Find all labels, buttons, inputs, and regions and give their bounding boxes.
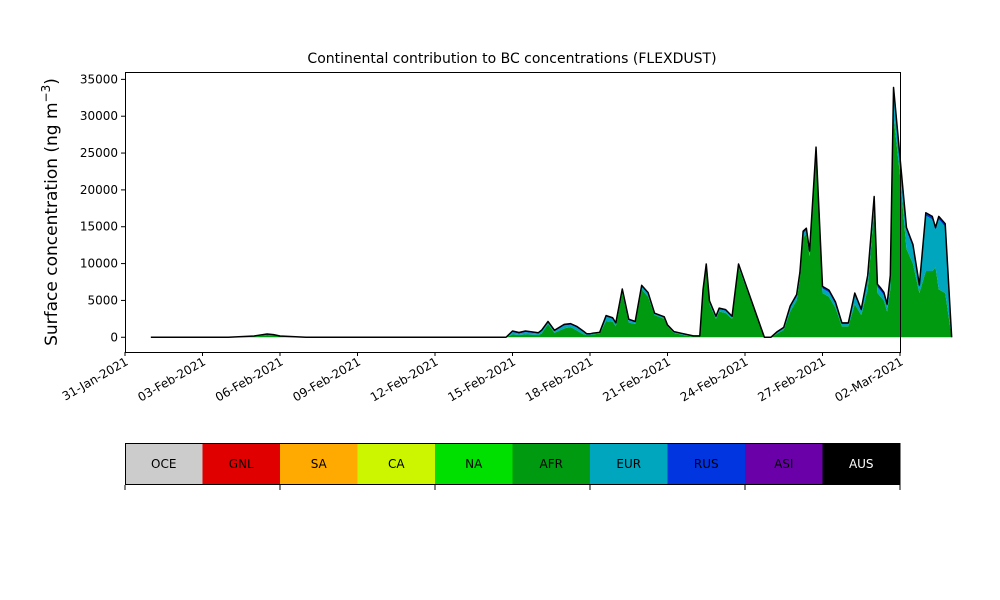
x-tick-label: 03-Feb-2021 (135, 354, 208, 404)
y-tick-label: 20000 (80, 183, 118, 197)
y-tick-label: 10000 (80, 257, 118, 271)
x-tick-label: 06-Feb-2021 (213, 354, 286, 404)
plot-series (150, 86, 953, 339)
legend-swatch-afr (512, 443, 591, 485)
y-tick-label: 5000 (87, 293, 118, 307)
x-tick-label: 12-Feb-2021 (368, 354, 441, 404)
x-tick-label: 21-Feb-2021 (600, 354, 673, 404)
legend-label-sa: SA (311, 457, 328, 471)
legend-label-rus: RUS (694, 457, 719, 471)
legend: OCE GNL SA CA NA AFR EUR RUS ASI AUS (124, 443, 901, 490)
legend-label-asi: ASI (774, 457, 793, 471)
legend-swatch-sa (280, 443, 358, 485)
legend-swatch-ca (357, 443, 436, 485)
x-tick-label: 24-Feb-2021 (678, 354, 751, 404)
x-tick-label: 27-Feb-2021 (755, 354, 828, 404)
x-tick-label: 02-Mar-2021 (832, 354, 905, 404)
x-tick-label: 15-Feb-2021 (445, 354, 518, 404)
y-tick-label: 35000 (80, 72, 118, 86)
legend-label-ca: CA (388, 457, 405, 471)
y-axis-label-text: Surface concentration (ng m (42, 102, 62, 345)
legend-swatch-aus (822, 443, 901, 485)
area-eur (150, 90, 952, 338)
y-tick-label: 0 (110, 330, 118, 344)
y-tick-label: 15000 (80, 220, 118, 234)
area-afr (150, 116, 952, 338)
legend-label-afr: AFR (540, 457, 563, 471)
legend-label-oce: OCE (151, 457, 176, 471)
x-tick-label: 18-Feb-2021 (523, 354, 596, 404)
legend-label-na: NA (465, 457, 483, 471)
x-axis: 31-Jan-2021 03-Feb-2021 06-Feb-2021 09-Feb-… (60, 352, 906, 405)
line-aus (150, 86, 953, 339)
x-tick-label: 31-Jan-2021 (60, 354, 131, 403)
legend-swatch-oce (125, 443, 203, 485)
legend-label-gnl: GNL (229, 457, 254, 471)
y-tick-label: 25000 (80, 146, 118, 160)
y-tick-label: 30000 (80, 109, 118, 123)
y-axis-label: Surface concentration (ng m−3) (39, 78, 62, 346)
x-tick-label: 09-Feb-2021 (290, 354, 363, 404)
y-axis-label-suffix: ) (42, 78, 62, 85)
legend-swatch-na (435, 443, 513, 485)
y-axis: 0 5000 10000 15000 20000 25000 30000 35000 (80, 72, 125, 344)
legend-label-aus: AUS (849, 457, 874, 471)
chart-title: Continental contribution to BC concentra… (307, 51, 716, 67)
legend-swatch-eur (590, 443, 668, 485)
y-axis-label-exponent: −3 (39, 85, 53, 103)
legend-swatch-gnl (202, 443, 281, 485)
legend-label-eur: EUR (616, 457, 641, 471)
legend-swatch-asi (745, 443, 823, 485)
legend-frame (125, 443, 900, 485)
legend-swatch-rus (667, 443, 746, 485)
plot-frame (125, 72, 901, 353)
